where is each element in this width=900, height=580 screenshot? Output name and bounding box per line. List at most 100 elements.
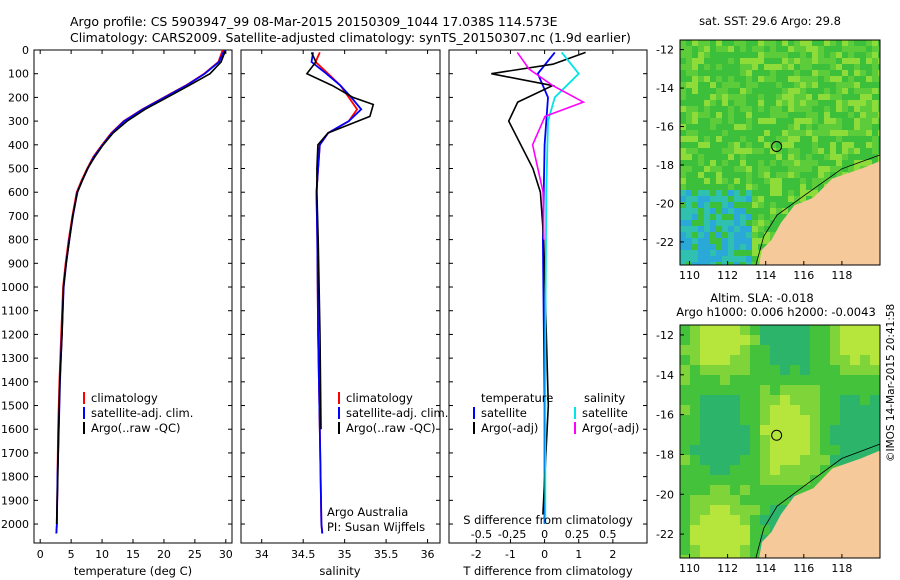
map-cell <box>824 106 830 112</box>
map-cell <box>758 106 764 112</box>
map-cell <box>812 64 818 70</box>
map-cell <box>850 455 860 465</box>
map-cell <box>728 232 734 238</box>
map-cell <box>878 154 880 160</box>
map-cell <box>710 220 716 226</box>
map-cell <box>770 46 776 52</box>
lon-tick-label: 118 <box>831 562 852 575</box>
map-cell <box>752 136 758 142</box>
map-cell <box>728 88 734 94</box>
map-cell <box>878 100 880 106</box>
map-cell <box>840 435 850 445</box>
map-cell <box>788 154 794 160</box>
map-cell <box>800 142 806 148</box>
map-cell <box>686 142 692 148</box>
map-cell <box>692 184 698 190</box>
map-cell <box>818 64 824 70</box>
map-cell <box>680 148 686 154</box>
map-cell <box>806 136 812 142</box>
map-cell <box>704 94 710 100</box>
map-cell <box>746 226 752 232</box>
map-cell <box>746 124 752 130</box>
map-cell <box>698 220 704 226</box>
map-cell <box>764 220 770 226</box>
map-cell <box>692 70 698 76</box>
map-cell <box>806 184 812 190</box>
map-cell <box>692 232 698 238</box>
map-cell <box>824 76 830 82</box>
map-cell <box>740 515 750 525</box>
map-cell <box>782 70 788 76</box>
map-cell <box>730 515 740 525</box>
map-cell <box>770 124 776 130</box>
map-cell <box>710 250 716 256</box>
map-cell <box>800 395 810 405</box>
map-cell <box>746 256 752 262</box>
depth-tick-label: 1800 <box>1 471 29 484</box>
map-cell <box>720 355 730 365</box>
map-cell <box>770 232 776 238</box>
map-cell <box>848 88 854 94</box>
map-cell <box>680 220 686 226</box>
map-cell <box>710 256 716 262</box>
lon-tick-label: 114 <box>755 269 776 282</box>
map-cell <box>830 345 840 355</box>
map-cell <box>750 555 760 558</box>
map-cell <box>746 112 752 118</box>
map-cell <box>716 208 722 214</box>
map-cell <box>800 112 806 118</box>
map-cell <box>704 184 710 190</box>
map-cell <box>760 505 770 515</box>
map-cell <box>680 365 690 375</box>
map-cell <box>776 94 782 100</box>
map-cell <box>848 160 854 166</box>
map-cell <box>794 142 800 148</box>
map-cell <box>776 178 782 184</box>
depth-tick-label: 1200 <box>1 328 29 341</box>
map-cell <box>680 405 690 415</box>
x-tick-label: 20 <box>157 548 171 561</box>
map-cell <box>690 485 700 495</box>
map-cell <box>860 375 870 385</box>
map-cell <box>848 100 854 106</box>
map-cell <box>860 160 866 166</box>
map-cell <box>680 385 690 395</box>
map-cell <box>734 214 740 220</box>
lat-tick-label: -18 <box>656 159 674 172</box>
map-cell <box>698 262 704 265</box>
map-cell <box>710 160 716 166</box>
map-cell <box>716 172 722 178</box>
map-cell <box>746 58 752 64</box>
map-cell <box>840 385 850 395</box>
map-cell <box>878 142 880 148</box>
map-cell <box>752 220 758 226</box>
map-cell <box>800 325 810 335</box>
map-cell <box>764 202 770 208</box>
map-cell <box>840 425 850 435</box>
map-cell <box>842 160 848 166</box>
map-cell <box>760 415 770 425</box>
map-cell <box>776 208 782 214</box>
map-cell <box>740 142 746 148</box>
map-cell <box>788 160 794 166</box>
map-cell <box>806 118 812 124</box>
map-cell <box>758 64 764 70</box>
map-cell <box>720 415 730 425</box>
map-cell <box>780 405 790 415</box>
map-cell <box>728 190 734 196</box>
map-cell <box>764 178 770 184</box>
map-cell <box>710 445 720 455</box>
map-cell <box>710 94 716 100</box>
map-cell <box>824 118 830 124</box>
map-cell <box>716 106 722 112</box>
map-cell <box>740 355 750 365</box>
map-cell <box>680 555 690 558</box>
map-cell <box>730 335 740 345</box>
map-cell <box>686 136 692 142</box>
map-cell <box>740 256 746 262</box>
map-cell <box>872 52 878 58</box>
map-cell <box>730 385 740 395</box>
map-cell <box>776 184 782 190</box>
map-cell <box>866 76 872 82</box>
map-cell <box>870 425 880 435</box>
